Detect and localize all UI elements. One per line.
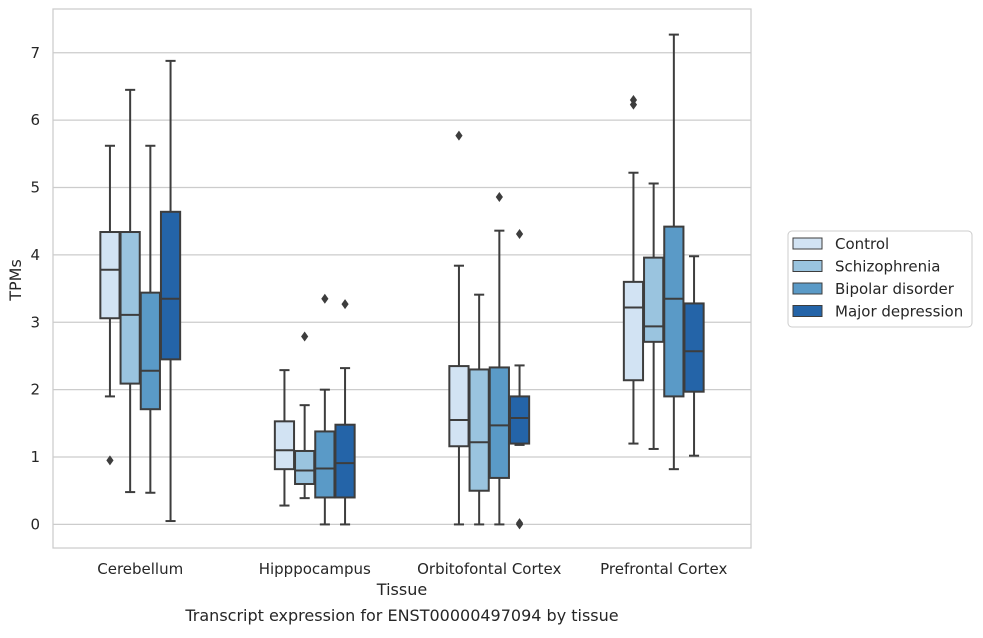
outlier-point [301, 331, 309, 342]
box-body [314, 430, 336, 499]
box-series [99, 33, 705, 530]
box-schizophrenia [643, 182, 665, 450]
plot-area-frame [52, 8, 752, 549]
x-axis-label: Tissue [376, 580, 427, 599]
box-body [468, 368, 490, 492]
box-body [159, 210, 182, 361]
outlier-point [321, 293, 329, 304]
y-tick-label: 1 [30, 448, 40, 466]
box-body [488, 366, 510, 479]
x-tick-label: Hipppocampus [259, 560, 371, 578]
outlier-point [495, 191, 503, 202]
box-body [139, 291, 161, 411]
box-schizophrenia [294, 331, 316, 500]
legend-items: Control Schizophrenia Bipolar disorder Majo… [792, 235, 963, 321]
x-tick-label: Prefrontal Cortex [600, 560, 727, 578]
legend: Control Schizophrenia Bipolar disorder Majo… [787, 230, 973, 328]
box-body [683, 302, 705, 393]
box-body [273, 420, 296, 471]
chart-caption: Transcript expression for ENST0000049709… [184, 606, 618, 625]
outlier-point [515, 518, 524, 529]
box-control [622, 94, 645, 445]
box-bipolar-disorder [314, 293, 336, 526]
x-tick-label: Orbitofontal Cortex [417, 560, 561, 578]
box-body [294, 449, 316, 485]
box-major-depression [334, 299, 356, 526]
y-tick-label: 7 [30, 44, 40, 62]
x-tick-label: Cerebellum [97, 560, 183, 578]
y-tick-label: 4 [30, 246, 40, 264]
legend-label: Schizophrenia [835, 258, 940, 276]
box-body [119, 231, 141, 385]
y-tick-label: 2 [30, 381, 40, 399]
legend-swatch [792, 237, 823, 250]
y-tick-label: 6 [30, 111, 40, 129]
box-body [99, 231, 121, 320]
outlier-point [341, 299, 349, 310]
box-body [663, 225, 685, 398]
box-body [334, 423, 356, 499]
legend-swatch [792, 305, 823, 317]
box-control [273, 369, 296, 507]
outlier-point [106, 455, 114, 466]
box-schizophrenia [468, 293, 490, 526]
box-body [643, 256, 665, 343]
legend-label: Major depression [835, 303, 963, 321]
legend-frame [787, 230, 973, 328]
box-major-depression [159, 59, 182, 523]
box-major-depression [508, 229, 531, 530]
outlier-point [455, 130, 463, 141]
box-schizophrenia [119, 88, 141, 494]
box-major-depression [683, 255, 705, 457]
box-body [448, 365, 470, 448]
box-bipolar-disorder [488, 191, 510, 526]
y-tick-label: 0 [30, 515, 40, 533]
box-bipolar-disorder [139, 144, 161, 494]
y-axis-ticks: 0 1 2 3 4 5 6 7 [30, 44, 40, 534]
y-axis-label: TPMs [6, 259, 25, 302]
legend-label: Bipolar disorder [835, 280, 955, 298]
box-bipolar-disorder [663, 33, 685, 471]
box-control [99, 144, 121, 466]
box-control [448, 130, 470, 526]
x-axis-ticks: Cerebellum Hipppocampus Orbitofontal Corte… [97, 560, 727, 578]
y-tick-label: 5 [30, 179, 40, 197]
box-body [508, 395, 531, 445]
legend-swatch [792, 282, 823, 295]
box-body [622, 280, 645, 382]
y-tick-label: 3 [30, 313, 40, 331]
outlier-point [629, 94, 638, 105]
legend-swatch [792, 260, 823, 272]
outlier-point [515, 229, 524, 240]
legend-label: Control [835, 235, 889, 253]
